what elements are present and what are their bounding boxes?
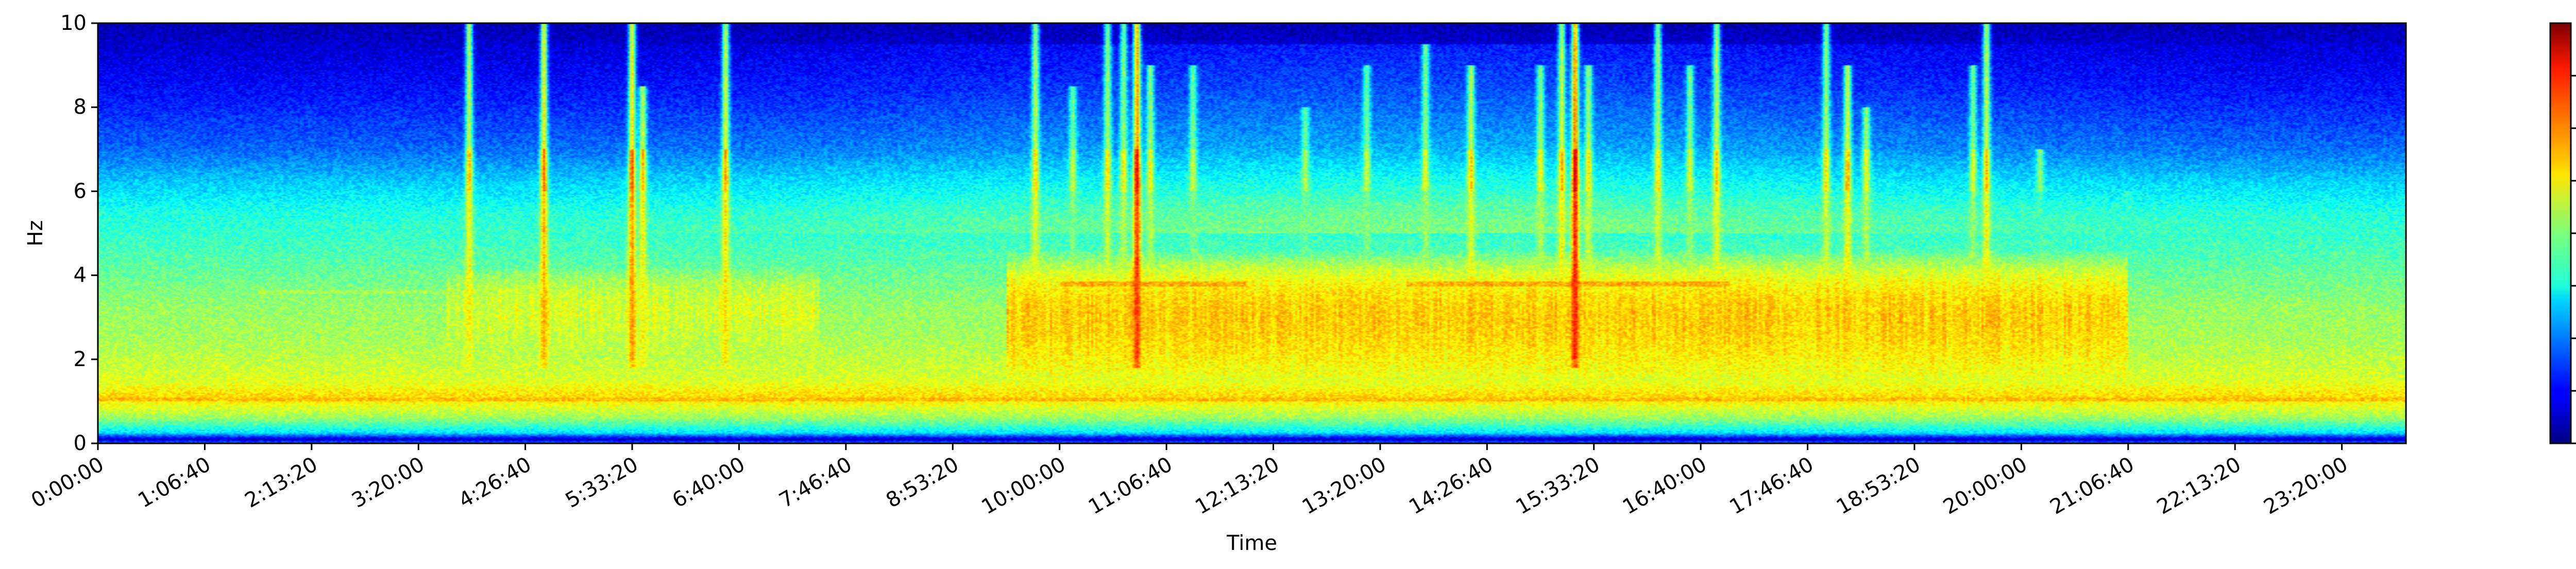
x-tick-label: 10:00:00 <box>977 453 1070 520</box>
x-tick-label: 5:33:20 <box>562 453 642 513</box>
y-tick-label: 2 <box>74 348 87 371</box>
y-axis-label: Hz <box>24 220 47 246</box>
x-tick-label: 6:40:00 <box>668 453 749 513</box>
y-axis: 0 2 4 6 8 10 <box>60 11 98 455</box>
x-tick-label: 1:06:40 <box>134 453 215 513</box>
y-tick-label: 6 <box>74 179 87 203</box>
y-tick-label: 0 <box>74 432 87 455</box>
colorbar-ticks: -10 dB-20 dB-30 dB-40 dB-50 dB-60 dB-70 … <box>2571 75 2576 444</box>
x-tick-label: 17:46:40 <box>1725 453 1818 520</box>
x-tick-label: 21:06:40 <box>2046 453 2139 520</box>
x-tick-label: 22:13:20 <box>2153 453 2245 520</box>
x-tick-label: 11:06:40 <box>1084 453 1177 520</box>
plot-area <box>97 22 2407 444</box>
x-tick-label: 15:33:20 <box>1512 453 1604 520</box>
x-tick-label: 20:00:00 <box>1939 453 2031 520</box>
x-tick-label: 16:40:00 <box>1619 453 1711 520</box>
x-tick-label: 4:26:40 <box>454 453 535 513</box>
spectrogram-heatmap <box>98 23 2406 443</box>
x-tick-label: 3:20:00 <box>348 453 429 513</box>
x-tick-label: 12:13:20 <box>1191 453 1283 520</box>
y-tick-label: 4 <box>74 264 87 287</box>
colorbar-gradient <box>2550 23 2571 443</box>
x-tick-label: 14:26:40 <box>1405 453 1497 520</box>
x-tick-label: 2:13:20 <box>241 453 322 513</box>
plot-frame <box>97 22 2407 444</box>
x-tick-label: 23:20:00 <box>2260 453 2352 520</box>
x-tick-label: 13:20:00 <box>1298 453 1391 520</box>
colorbar: -10 dB-20 dB-30 dB-40 dB-50 dB-60 dB-70 … <box>2549 22 2576 444</box>
y-tick-label: 10 <box>60 11 87 35</box>
x-axis-label: Time <box>1226 531 1277 555</box>
x-tick-label: 7:46:40 <box>775 453 856 513</box>
x-axis: 0:00:00 1:06:40 2:13:20 3:20:00 4:26:40 5:33:… <box>27 443 2352 519</box>
y-tick-label: 8 <box>74 95 87 119</box>
x-tick-label: 8:53:20 <box>882 453 963 513</box>
x-tick-label: 18:53:20 <box>1833 453 1925 520</box>
x-tick-label: 0:00:00 <box>27 453 108 513</box>
